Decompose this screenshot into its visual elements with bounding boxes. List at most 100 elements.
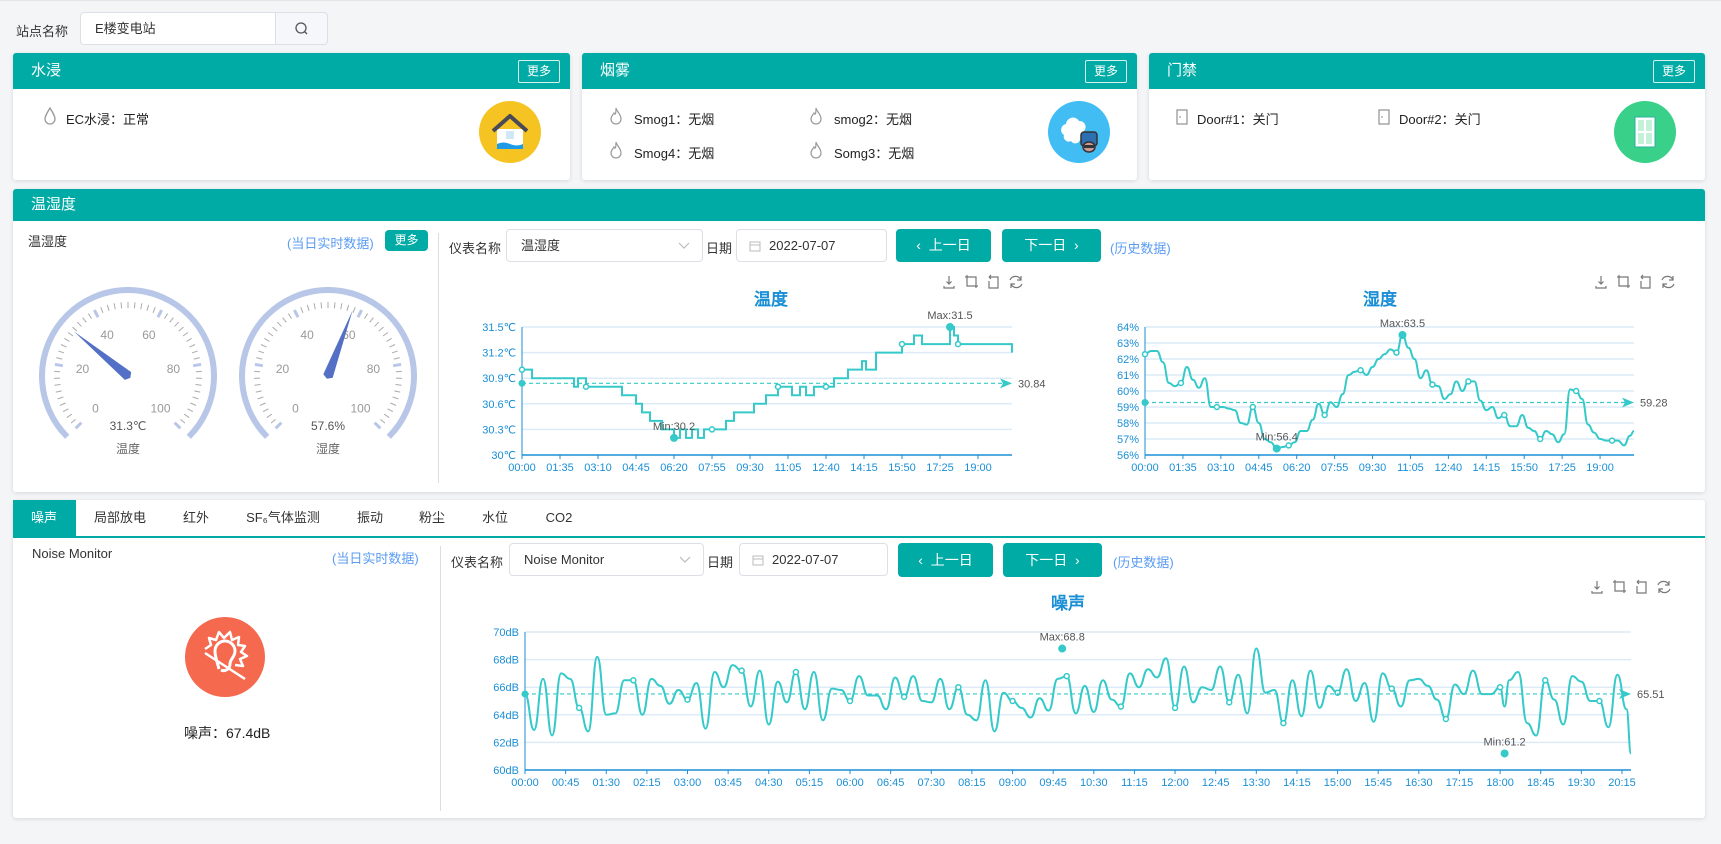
y-tick-label: 30.6℃ (482, 399, 516, 411)
gauge-tick-label: 100 (351, 402, 371, 416)
y-tick-label: 60dB (493, 765, 519, 777)
x-tick-label: 07:55 (1321, 462, 1349, 474)
tab-water-level[interactable]: 水位 (481, 510, 509, 525)
gauge-value: 57.6% (311, 419, 345, 433)
zoom-select-icon[interactable] (964, 274, 980, 290)
history-data-link[interactable]: (历史数据) (1113, 555, 1174, 570)
tab-vibration[interactable]: 振动 (356, 510, 384, 525)
more-button[interactable]: 更多 (1652, 60, 1695, 83)
next-day-button[interactable]: 下一日 › (1003, 543, 1102, 577)
history-data-link[interactable]: (历史数据) (1110, 241, 1171, 256)
gauge-tick (56, 357, 63, 360)
gauge-tick (62, 408, 69, 413)
gauge-value: 31.3℃ (110, 419, 147, 433)
tab-co2[interactable]: CO2 (545, 510, 573, 525)
y-tick-label: 30.9℃ (482, 373, 516, 385)
tab-noise[interactable]: 噪声 (30, 510, 58, 525)
gauge-tick (54, 384, 61, 386)
data-point (900, 693, 908, 701)
tab-partial-discharge[interactable]: 局部放电 (93, 510, 147, 525)
average-arrow (1619, 688, 1631, 699)
realtime-data-link[interactable]: (当日实时数据) (332, 551, 419, 566)
restore-icon[interactable] (1660, 274, 1676, 290)
data-point (1536, 435, 1544, 443)
zoom-reset-icon[interactable] (1638, 274, 1654, 290)
x-tick-label: 15:45 (1364, 777, 1392, 789)
y-tick-label: 61% (1117, 370, 1139, 382)
x-tick-label: 11:05 (1397, 462, 1424, 474)
x-tick-label: 04:30 (755, 777, 783, 789)
noise-ear-icon (185, 617, 265, 697)
meter-select[interactable]: 温湿度 (506, 229, 703, 262)
meter-select[interactable]: Noise Monitor (509, 543, 704, 576)
average-start-point (521, 690, 529, 698)
x-tick-label: 04:45 (622, 462, 650, 474)
gauge-tick (93, 309, 100, 318)
realtime-data-link[interactable]: (当日实时数据) (287, 236, 374, 251)
next-day-button[interactable]: 下一日 › (1002, 229, 1101, 262)
restore-icon[interactable] (1656, 579, 1672, 595)
data-point (1596, 697, 1603, 705)
download-icon[interactable] (942, 274, 958, 290)
x-tick-label: 18:45 (1527, 777, 1555, 789)
data-point (1442, 715, 1450, 723)
gauge-tick (264, 337, 270, 342)
previous-day-button[interactable]: ‹ 上一日 (898, 543, 993, 577)
gauge-tick (369, 317, 374, 323)
gauge-tick (393, 357, 400, 360)
gauge-tick (187, 408, 194, 413)
gauge-tick (140, 303, 143, 310)
x-tick-label: 15:50 (1510, 462, 1538, 474)
data-point (1063, 672, 1070, 680)
gauge-tick (72, 326, 78, 332)
temperature-gauge: 0 20 40 60 80 100 31.3℃ 温度 (39, 287, 217, 456)
date-picker[interactable]: 2022-07-07 (739, 543, 888, 576)
more-button[interactable]: 更多 (1084, 60, 1127, 83)
gauge-tick (373, 421, 382, 430)
more-button[interactable]: 更多 (385, 230, 428, 251)
gauge-tick (169, 317, 174, 323)
max-label: Max:31.5 (927, 310, 972, 322)
date-picker[interactable]: 2022-07-07 (736, 229, 887, 262)
tab-infrared[interactable]: 红外 (182, 510, 210, 525)
data-point (1177, 379, 1185, 387)
more-button[interactable]: 更多 (517, 60, 560, 83)
min-label: Min:61.2 (1483, 736, 1525, 748)
station-name-input[interactable]: E楼变电站 (80, 12, 276, 45)
tab-sf6[interactable]: SF₆气体监测 (246, 510, 320, 525)
x-tick-label: 15:50 (888, 462, 916, 474)
zoom-select-icon[interactable] (1616, 274, 1632, 290)
zoom-reset-icon[interactable] (986, 274, 1002, 290)
tab-dust[interactable]: 粉尘 (418, 510, 446, 525)
x-tick-label: 11:05 (775, 462, 802, 474)
gauge-tick (164, 313, 169, 319)
download-icon[interactable] (1590, 579, 1606, 595)
previous-day-button[interactable]: ‹ 上一日 (896, 229, 991, 262)
gauge-tick (257, 396, 264, 400)
restore-icon[interactable] (1008, 274, 1024, 290)
download-icon[interactable] (1594, 274, 1610, 290)
y-tick-label: 30.3℃ (482, 424, 516, 436)
gauge-tick-label: 100 (151, 402, 171, 416)
zoom-select-icon[interactable] (1612, 579, 1628, 595)
gauge-tick-label: 20 (76, 362, 90, 376)
gauge-tick (386, 337, 392, 342)
data-point (1393, 349, 1400, 356)
y-tick-label: 68dB (493, 655, 519, 667)
zoom-reset-icon[interactable] (1634, 579, 1650, 595)
search-button[interactable] (275, 12, 328, 45)
y-tick-label: 56% (1117, 450, 1139, 462)
data-point (1572, 387, 1580, 395)
gauge-tick (87, 313, 92, 319)
meter-name-label: 仪表名称 (451, 555, 504, 570)
gauge-tick (300, 307, 304, 313)
sensor-status: Door#1：关门 (1197, 112, 1279, 127)
meter-name-label: 仪表名称 (449, 241, 502, 256)
y-tick-label: 64% (1117, 322, 1139, 334)
gauge-tick (333, 302, 336, 309)
data-point (792, 668, 800, 676)
date-label: 日期 (706, 241, 733, 256)
y-tick-label: 62dB (493, 737, 519, 749)
gauge-tick-label: 20 (276, 362, 290, 376)
date-label: 日期 (707, 555, 734, 570)
